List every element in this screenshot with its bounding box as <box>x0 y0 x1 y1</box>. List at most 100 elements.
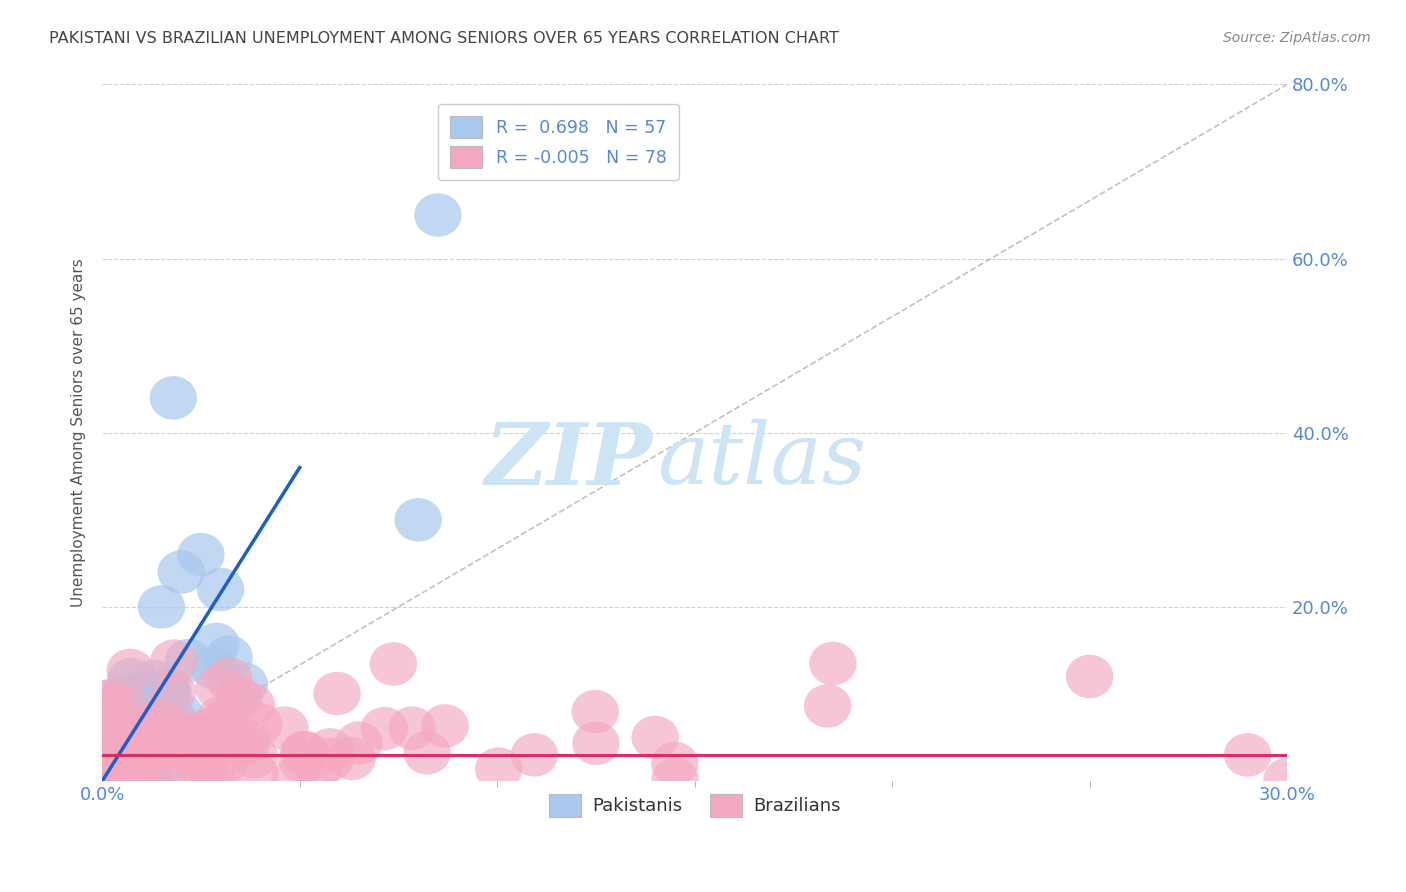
Ellipse shape <box>141 741 188 784</box>
Ellipse shape <box>101 733 148 777</box>
Ellipse shape <box>104 726 152 770</box>
Ellipse shape <box>475 747 523 791</box>
Ellipse shape <box>176 749 224 793</box>
Text: PAKISTANI VS BRAZILIAN UNEMPLOYMENT AMONG SENIORS OVER 65 YEARS CORRELATION CHAR: PAKISTANI VS BRAZILIAN UNEMPLOYMENT AMON… <box>49 31 839 46</box>
Ellipse shape <box>104 759 152 803</box>
Ellipse shape <box>307 728 354 772</box>
Ellipse shape <box>138 585 186 629</box>
Ellipse shape <box>89 722 135 765</box>
Ellipse shape <box>177 533 225 576</box>
Ellipse shape <box>422 704 468 747</box>
Ellipse shape <box>1264 758 1310 801</box>
Ellipse shape <box>80 759 127 803</box>
Ellipse shape <box>101 673 149 717</box>
Ellipse shape <box>314 672 361 715</box>
Ellipse shape <box>100 713 148 756</box>
Ellipse shape <box>107 648 155 692</box>
Ellipse shape <box>231 752 278 796</box>
Ellipse shape <box>295 747 342 790</box>
Ellipse shape <box>97 731 143 774</box>
Ellipse shape <box>104 704 152 747</box>
Text: atlas: atlas <box>657 419 866 502</box>
Ellipse shape <box>100 759 146 803</box>
Ellipse shape <box>107 759 155 803</box>
Ellipse shape <box>228 683 276 727</box>
Ellipse shape <box>224 720 271 764</box>
Ellipse shape <box>181 746 229 789</box>
Legend: Pakistanis, Brazilians: Pakistanis, Brazilians <box>541 787 848 824</box>
Ellipse shape <box>186 707 233 750</box>
Ellipse shape <box>110 726 156 770</box>
Ellipse shape <box>149 376 197 419</box>
Ellipse shape <box>108 744 156 788</box>
Ellipse shape <box>90 759 138 803</box>
Ellipse shape <box>388 706 436 750</box>
Ellipse shape <box>1066 655 1114 698</box>
Text: Source: ZipAtlas.com: Source: ZipAtlas.com <box>1223 31 1371 45</box>
Ellipse shape <box>197 696 245 739</box>
Ellipse shape <box>180 739 228 782</box>
Ellipse shape <box>90 685 138 729</box>
Ellipse shape <box>193 715 239 759</box>
Ellipse shape <box>804 684 851 728</box>
Ellipse shape <box>215 676 263 720</box>
Ellipse shape <box>83 737 131 780</box>
Ellipse shape <box>98 749 146 793</box>
Ellipse shape <box>129 670 177 714</box>
Ellipse shape <box>111 723 159 766</box>
Ellipse shape <box>89 707 135 751</box>
Ellipse shape <box>150 712 198 756</box>
Ellipse shape <box>205 635 253 679</box>
Ellipse shape <box>142 668 190 712</box>
Ellipse shape <box>571 690 619 733</box>
Ellipse shape <box>148 694 195 738</box>
Ellipse shape <box>193 623 240 666</box>
Ellipse shape <box>96 728 142 772</box>
Ellipse shape <box>145 671 191 714</box>
Ellipse shape <box>262 706 308 750</box>
Ellipse shape <box>111 698 157 742</box>
Ellipse shape <box>121 731 169 774</box>
Ellipse shape <box>82 680 128 723</box>
Ellipse shape <box>235 702 283 746</box>
Ellipse shape <box>370 642 418 686</box>
Ellipse shape <box>510 733 558 777</box>
Ellipse shape <box>82 759 129 803</box>
Ellipse shape <box>101 726 149 769</box>
Ellipse shape <box>94 758 142 802</box>
Ellipse shape <box>280 731 328 774</box>
Ellipse shape <box>651 757 699 801</box>
Ellipse shape <box>404 731 451 774</box>
Ellipse shape <box>165 729 211 772</box>
Ellipse shape <box>329 737 375 780</box>
Ellipse shape <box>114 705 162 747</box>
Ellipse shape <box>118 672 166 715</box>
Ellipse shape <box>651 742 699 785</box>
Ellipse shape <box>191 647 238 690</box>
Ellipse shape <box>281 731 329 774</box>
Ellipse shape <box>165 639 212 682</box>
Ellipse shape <box>84 755 132 798</box>
Ellipse shape <box>91 721 138 764</box>
Ellipse shape <box>307 738 353 781</box>
Ellipse shape <box>156 692 202 736</box>
Ellipse shape <box>170 734 218 778</box>
Ellipse shape <box>105 759 152 803</box>
Ellipse shape <box>117 691 163 735</box>
Ellipse shape <box>101 684 149 727</box>
Ellipse shape <box>82 759 129 803</box>
Ellipse shape <box>572 722 620 765</box>
Ellipse shape <box>415 194 461 236</box>
Ellipse shape <box>219 723 267 766</box>
Ellipse shape <box>188 749 235 792</box>
Ellipse shape <box>131 659 179 703</box>
Ellipse shape <box>139 718 187 761</box>
Ellipse shape <box>122 753 169 796</box>
Ellipse shape <box>149 671 195 714</box>
Ellipse shape <box>90 759 136 803</box>
Ellipse shape <box>114 733 160 776</box>
Ellipse shape <box>86 698 132 741</box>
Ellipse shape <box>94 759 142 803</box>
Ellipse shape <box>150 640 198 683</box>
Ellipse shape <box>202 698 249 742</box>
